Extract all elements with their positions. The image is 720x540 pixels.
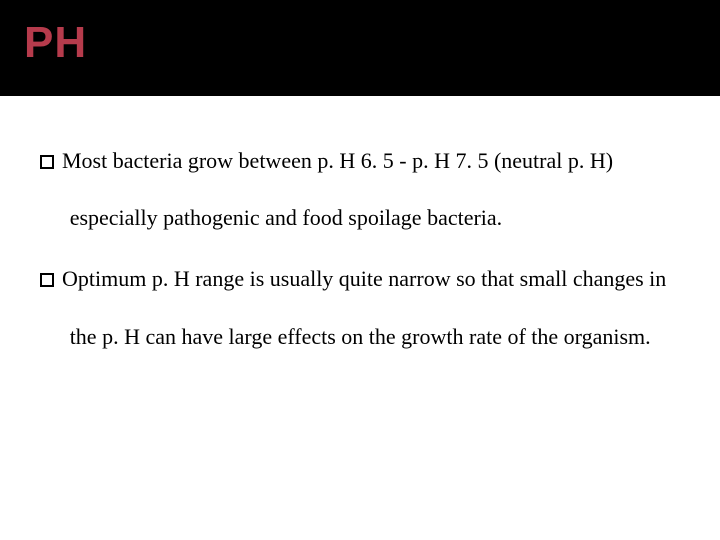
bullet-item: Optimum p. H range is usually quite narr… xyxy=(40,250,680,364)
bullet-item: Most bacteria grow between p. H 6. 5 - p… xyxy=(40,132,680,246)
title-band: PH xyxy=(0,0,720,96)
slide-content: Most bacteria grow between p. H 6. 5 - p… xyxy=(0,96,720,365)
slide-title: PH xyxy=(24,18,696,68)
square-bullet-icon xyxy=(40,273,54,287)
bullet-text: Optimum p. H range is usually quite narr… xyxy=(62,266,666,348)
square-bullet-icon xyxy=(40,155,54,169)
bullet-text: Most bacteria grow between p. H 6. 5 - p… xyxy=(62,148,613,230)
